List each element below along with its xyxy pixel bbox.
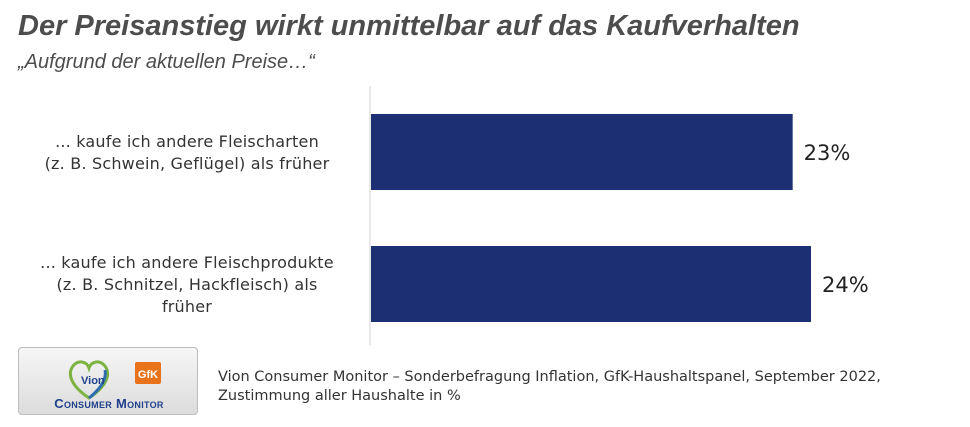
category-label-2-line-1: ... kaufe ich andere Fleischprodukte <box>40 253 334 272</box>
category-label-1-line-1: ... kaufe ich andere Fleischarten <box>55 132 319 151</box>
consumer-monitor-logo: Vion GfK Consumer Monitor <box>18 347 198 415</box>
bar-2 <box>371 246 811 322</box>
bars-layer: 23% ... kaufe ich andere Fleischarten (z. … <box>40 114 869 322</box>
value-label-2: 24% <box>822 273 869 297</box>
category-label-2-line-2: (z. B. Schnitzel, Hackfleisch) als <box>56 275 317 294</box>
gfk-badge-text: GfK <box>138 369 158 381</box>
bar-chart: 23% ... kaufe ich andere Fleischarten (z. … <box>40 86 869 345</box>
vion-heart-accent <box>88 369 107 400</box>
vion-heart-icon <box>68 360 110 400</box>
gfk-badge-icon <box>135 362 161 384</box>
source-note: Vion Consumer Monitor – Sonderbefragung … <box>218 368 881 406</box>
category-label-1: ... kaufe ich andere Fleischarten (z. B. … <box>45 132 330 173</box>
category-label-2: ... kaufe ich andere Fleischprodukte (z. … <box>40 253 334 316</box>
category-label-2-line-3: früher <box>162 297 212 316</box>
logo-brand-text: Vion <box>81 375 105 387</box>
source-line-2: Zustimmung aller Haushalte in % <box>218 388 461 404</box>
source-line-1: Vion Consumer Monitor – Sonderbefragung … <box>218 369 881 385</box>
bar-1 <box>371 114 793 190</box>
logo-name-text: Consumer Monitor <box>54 396 164 411</box>
logo-graphic: Vion GfK Consumer Monitor <box>54 360 164 411</box>
value-label-1: 23% <box>804 141 851 165</box>
category-label-1-line-2: (z. B. Schwein, Geflügel) als früher <box>45 154 330 173</box>
chart-title: Der Preisanstieg wirkt unmittelbar auf d… <box>18 10 800 42</box>
chart-subtitle: „Aufgrund der aktuellen Preise…“ <box>18 51 315 73</box>
